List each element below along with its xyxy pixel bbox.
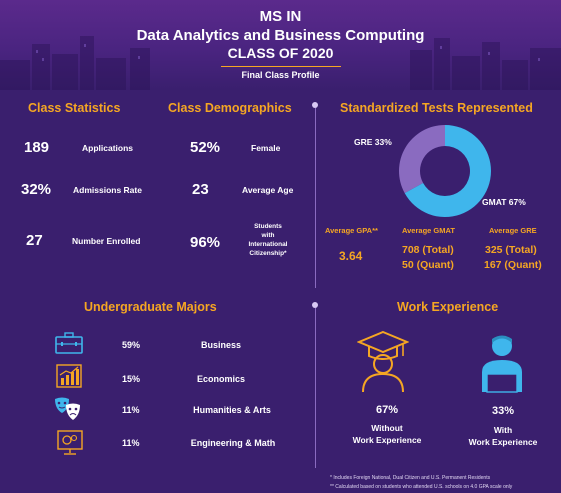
avg-gpa-value: 3.64 <box>339 249 363 263</box>
subtitle-divider <box>221 66 341 67</box>
work-experience-title: Work Experience <box>397 300 499 314</box>
tests-donut-chart <box>399 125 491 217</box>
class-year: CLASS OF 2020 <box>227 45 334 61</box>
standardized-tests-title: Standardized Tests Represented <box>340 101 533 115</box>
gmat-label: GMAT 67% <box>482 197 526 207</box>
major-engineering-name: Engineering & Math <box>190 438 276 448</box>
divider-dot-top <box>312 102 318 108</box>
international-value: 96% <box>190 234 221 251</box>
subtitle: Final Class Profile <box>241 70 320 80</box>
average-age-label: Average Age <box>242 185 294 195</box>
without-experience-pct: 67% <box>375 404 399 416</box>
with-experience-line-1: With <box>493 425 513 435</box>
average-age-value: 23 <box>192 181 209 198</box>
major-business-name: Business <box>200 340 242 350</box>
without-experience-line-2: Work Experience <box>352 435 422 445</box>
international-label-line-3: International <box>248 241 288 248</box>
applications-value: 189 <box>24 139 50 156</box>
theater-masks-icon <box>55 397 80 420</box>
divider-dot-bottom <box>312 302 318 308</box>
avg-gpa-heading: Average GPA** <box>325 226 378 235</box>
program-title: Data Analytics and Business Computing <box>136 27 425 44</box>
header-banner: MS IN Data Analytics and Business Comput… <box>0 0 561 90</box>
person-laptop-icon <box>482 335 522 393</box>
avg-gmat-quant: 50 (Quant) <box>402 259 454 271</box>
with-experience-label: With Work Experience <box>443 424 561 448</box>
international-label-line-1: Students <box>254 223 282 230</box>
gre-label: GRE 33% <box>354 137 392 147</box>
donut-slice-gmat <box>404 125 491 217</box>
female-value: 52% <box>190 139 221 156</box>
without-experience-line-1: Without <box>371 423 403 433</box>
avg-gmat-total: 708 (Total) <box>402 244 454 256</box>
major-engineering-pct: 11% <box>122 438 140 448</box>
with-experience-pct: 33% <box>491 405 515 417</box>
major-humanities-name: Humanities & Arts <box>193 405 271 415</box>
international-label-line-2: with <box>261 232 275 239</box>
monitor-gear-icon <box>57 430 83 455</box>
number-enrolled-label: Number Enrolled <box>72 236 141 246</box>
class-demographics-title: Class Demographics <box>168 101 292 115</box>
vertical-divider-top <box>315 108 316 288</box>
avg-gre-heading: Average GRE <box>489 226 537 235</box>
female-label: Female <box>251 143 281 153</box>
major-humanities-pct: 11% <box>122 405 140 415</box>
class-statistics-title: Class Statistics <box>28 101 121 115</box>
undergraduate-majors-title: Undergraduate Majors <box>84 300 217 314</box>
number-enrolled-value: 27 <box>26 232 43 249</box>
major-economics-pct: 15% <box>122 374 141 384</box>
avg-gre-total: 325 (Total) <box>485 244 537 256</box>
graduate-cap-person-icon <box>357 330 409 393</box>
vertical-divider-bottom <box>315 308 316 468</box>
bar-chart-icon <box>56 364 82 388</box>
applications-label: Applications <box>82 143 134 153</box>
major-business-pct: 59% <box>122 340 141 350</box>
admissions-rate-label: Admissions Rate <box>73 185 142 195</box>
city-skyline-icon <box>0 36 561 90</box>
admissions-rate-value: 32% <box>21 181 52 198</box>
footnote-2: ** Calculated based on students who atte… <box>330 484 513 490</box>
briefcase-icon <box>55 332 83 354</box>
with-experience-line-2: Work Experience <box>468 437 538 447</box>
header-line-1: MS IN <box>259 8 302 25</box>
international-label-line-4: Citizenship* <box>249 250 287 257</box>
avg-gre-quant: 167 (Quant) <box>484 259 542 271</box>
donut-slice-gre <box>399 125 445 194</box>
major-economics-name: Economics <box>196 374 245 384</box>
avg-gmat-heading: Average GMAT <box>402 226 455 235</box>
without-experience-label: Without Work Experience <box>327 422 447 446</box>
international-label: Students with International Citizenship* <box>238 222 298 258</box>
footnote-1: * Includes Foreign National, Dual Citize… <box>330 475 491 481</box>
